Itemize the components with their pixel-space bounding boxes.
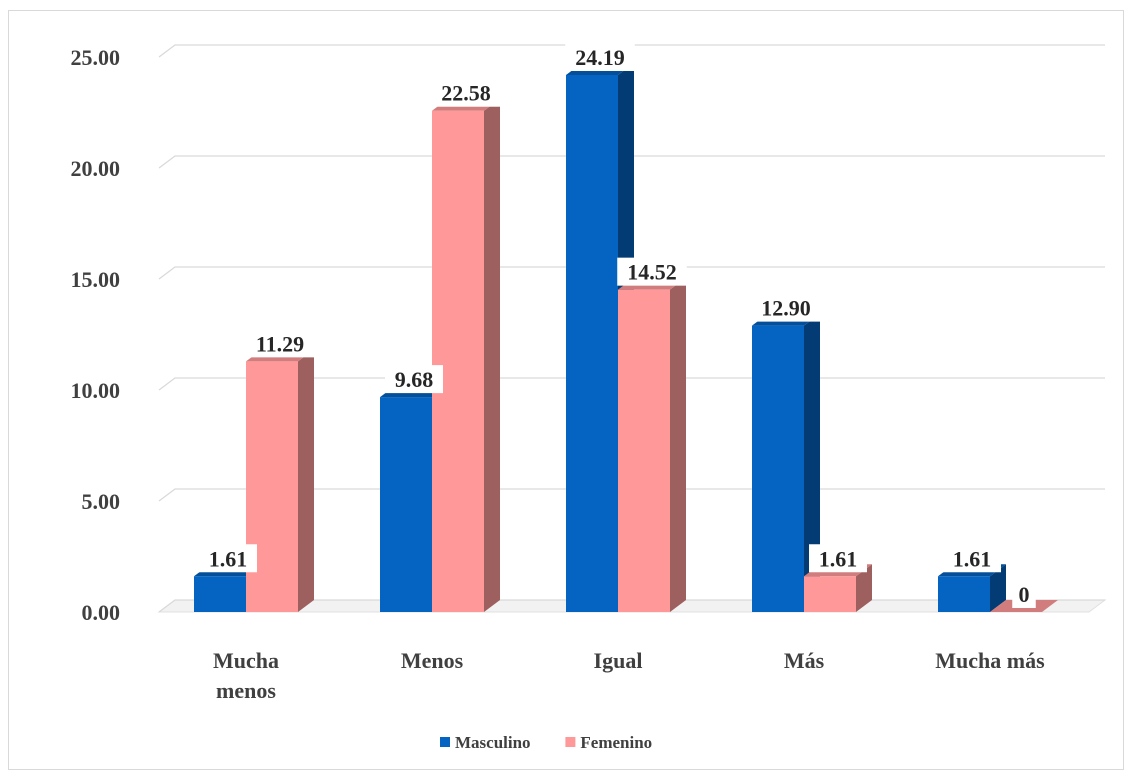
bars <box>194 62 1058 613</box>
y-tick-label: 25.00 <box>71 45 121 70</box>
data-label: 22.58 <box>431 78 501 107</box>
y-axis: 0.00 5.00 10.00 15.00 20.00 25.00 <box>71 45 121 625</box>
svg-text:Masculino: Masculino <box>455 733 531 752</box>
legend-item-masculino: Masculino <box>440 733 531 752</box>
data-label: 1.61 <box>199 544 257 573</box>
data-label: 1.61 <box>943 544 1001 573</box>
legend-swatch <box>440 737 450 747</box>
data-labels: 1.61 11.29 9.68 22.58 24.19 14.52 12.90 1.61 1.6… <box>199 42 1036 608</box>
gridline <box>158 266 1105 280</box>
svg-text:24.19: 24.19 <box>575 45 625 70</box>
bar-femenino-1 <box>432 98 500 612</box>
legend-item-femenino: Femenino <box>565 733 652 752</box>
bar-masculino-3 <box>752 313 820 612</box>
gridline <box>158 155 1105 169</box>
svg-text:1.61: 1.61 <box>953 546 992 571</box>
data-label: 1.61 <box>809 544 867 573</box>
svg-text:22.58: 22.58 <box>441 81 491 106</box>
bar-femenino-2 <box>618 277 686 612</box>
x-category-label: Menos <box>401 648 464 673</box>
svg-text:14.52: 14.52 <box>627 260 677 285</box>
svg-text:0: 0 <box>1019 582 1030 607</box>
legend: Masculino Femenino <box>440 733 652 752</box>
data-label: 11.29 <box>245 329 315 358</box>
x-category-label: Mucha menos <box>213 648 279 703</box>
data-label: 24.19 <box>565 42 635 71</box>
y-tick-label: 20.00 <box>71 156 121 181</box>
x-category-label: Más <box>784 648 825 673</box>
data-label: 14.52 <box>617 257 687 286</box>
data-label: 0 <box>1012 580 1036 608</box>
y-tick-label: 10.00 <box>71 378 121 403</box>
svg-text:1.61: 1.61 <box>209 546 248 571</box>
gridline <box>158 44 1105 58</box>
bar-femenino-0 <box>246 349 314 612</box>
x-category-label: Igual <box>594 648 643 673</box>
y-tick-label: 0.00 <box>82 600 121 625</box>
data-label: 12.90 <box>751 293 821 322</box>
y-tick-label: 5.00 <box>82 489 121 514</box>
x-category-label: Mucha más <box>935 648 1045 673</box>
svg-text:11.29: 11.29 <box>256 331 304 356</box>
svg-text:1.61: 1.61 <box>819 546 858 571</box>
data-label: 9.68 <box>385 365 443 394</box>
x-axis: Mucha menos Menos Igual Más Mucha más <box>213 648 1045 703</box>
svg-text:Femenino: Femenino <box>580 733 652 752</box>
legend-swatch <box>565 737 576 747</box>
svg-text:12.90: 12.90 <box>761 296 811 321</box>
svg-text:9.68: 9.68 <box>395 367 434 392</box>
y-tick-label: 15.00 <box>71 267 121 292</box>
